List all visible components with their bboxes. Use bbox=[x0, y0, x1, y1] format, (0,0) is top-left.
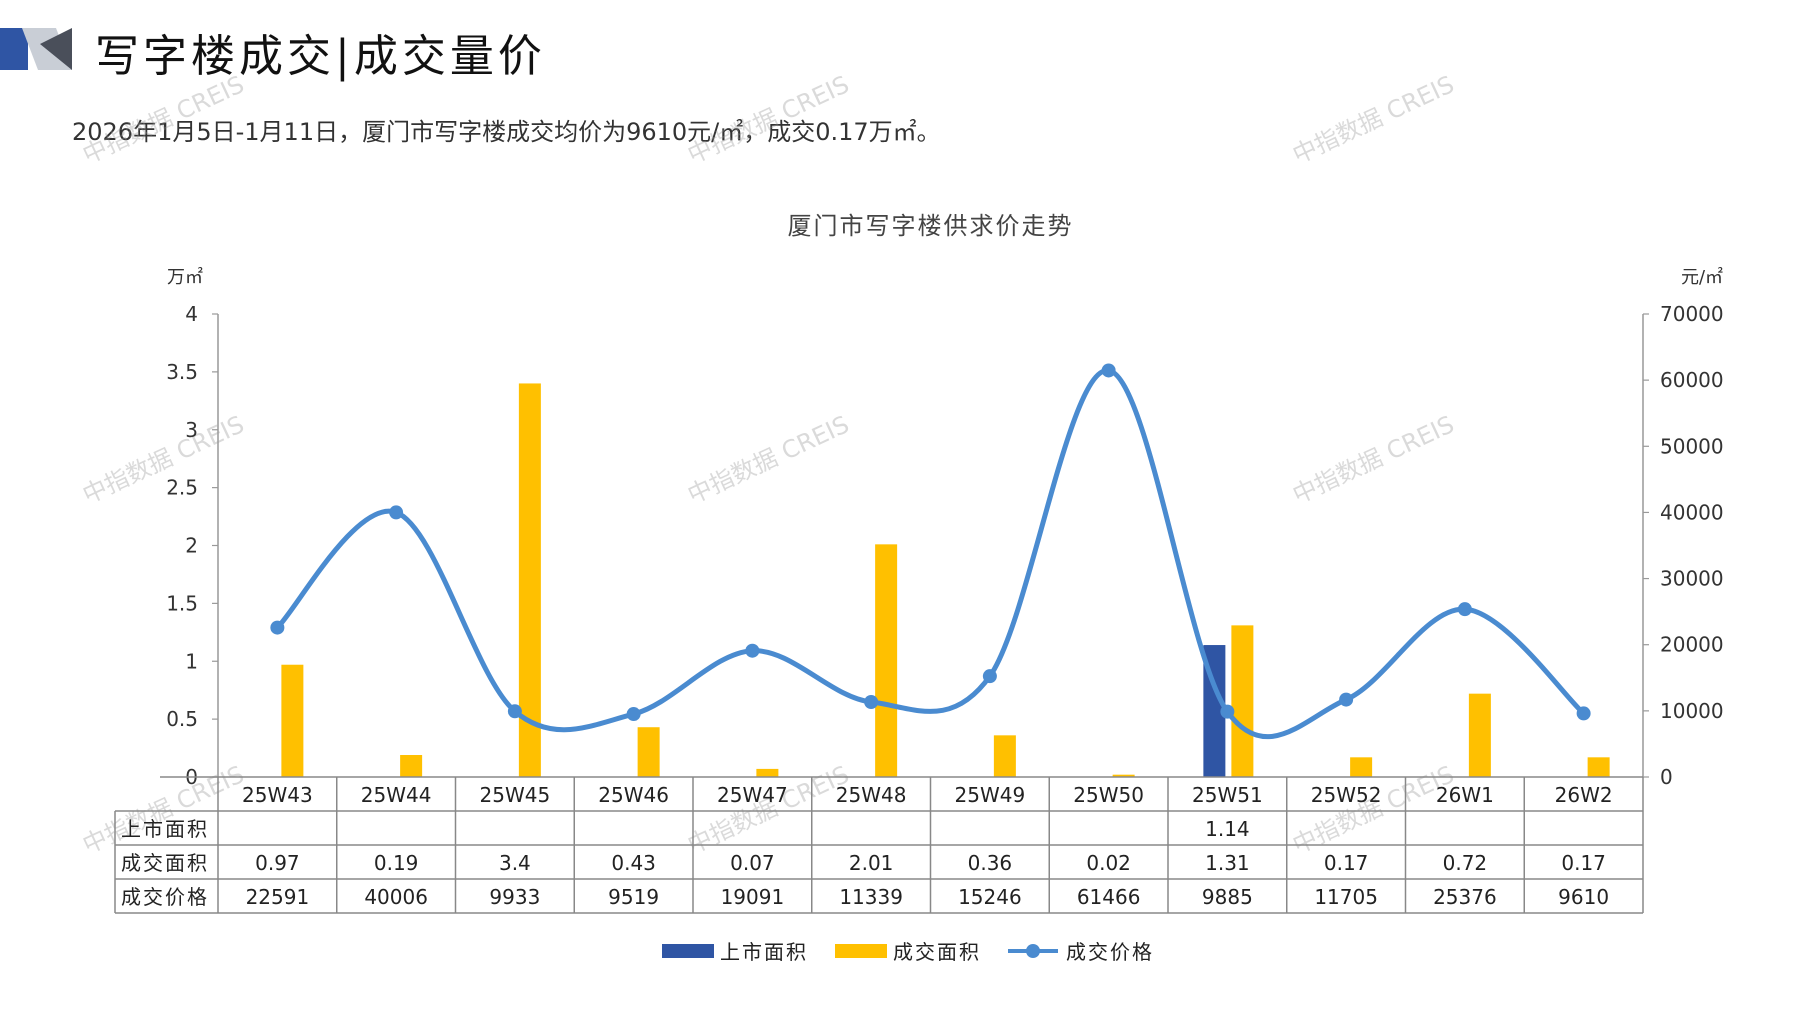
point-price-26W2 bbox=[1576, 706, 1591, 721]
table-cell-value: 0.17 bbox=[1561, 851, 1606, 875]
legend-label-deal: 成交面积 bbox=[893, 940, 981, 964]
table-cell-value: 0.07 bbox=[730, 851, 775, 875]
point-price-25W50 bbox=[1101, 363, 1116, 378]
table-cell-value: 0.36 bbox=[968, 851, 1013, 875]
legend-swatch-supply bbox=[662, 944, 714, 958]
bar-deal-25W43 bbox=[281, 664, 304, 777]
y-left-tick-label: 1.5 bbox=[166, 591, 198, 615]
point-price-25W47 bbox=[745, 643, 760, 658]
line-price bbox=[275, 367, 1586, 740]
table-cell-value: 9610 bbox=[1558, 885, 1609, 909]
y-right-tick-label: 60000 bbox=[1660, 368, 1724, 392]
table-cell-value: 1.31 bbox=[1205, 851, 1250, 875]
point-price-25W52 bbox=[1339, 692, 1354, 707]
table-cell-value: 0.43 bbox=[611, 851, 656, 875]
x-tick-label: 25W51 bbox=[1192, 783, 1263, 807]
bar-deal-25W49 bbox=[993, 735, 1016, 777]
table-cell-value: 61466 bbox=[1077, 885, 1141, 909]
table-cell-value: 3.4 bbox=[499, 851, 531, 875]
bar-deal-25W48 bbox=[875, 544, 898, 777]
table-cell-value: 40006 bbox=[364, 885, 428, 909]
table-cell-value: 0.19 bbox=[374, 851, 419, 875]
legend-marker-price bbox=[1026, 944, 1040, 958]
table-cell-value: 9519 bbox=[608, 885, 659, 909]
table-cell-value: 25376 bbox=[1433, 885, 1497, 909]
table-row-header: 成交价格 bbox=[121, 885, 209, 909]
y-left-tick-label: 0.5 bbox=[166, 707, 198, 731]
legend-label-price: 成交价格 bbox=[1066, 940, 1154, 964]
table-cell-value: 19091 bbox=[721, 885, 785, 909]
point-price-25W44 bbox=[389, 505, 404, 520]
bar-deal-25W52 bbox=[1350, 757, 1373, 777]
y-left-unit: 万㎡ bbox=[167, 266, 203, 288]
point-price-25W43 bbox=[270, 620, 285, 635]
y-right-tick-label: 0 bbox=[1660, 765, 1673, 789]
bar-deal-25W50 bbox=[1112, 774, 1135, 777]
x-tick-label: 25W50 bbox=[1073, 783, 1144, 807]
table-cell-value: 9885 bbox=[1202, 885, 1253, 909]
table-cell-value: 22591 bbox=[246, 885, 310, 909]
bar-deal-26W1 bbox=[1468, 693, 1491, 777]
y-right-tick-label: 10000 bbox=[1660, 699, 1724, 723]
y-left-tick-label: 3.5 bbox=[166, 360, 198, 384]
bar-deal-25W51 bbox=[1231, 625, 1254, 777]
table-cell-value: 11339 bbox=[839, 885, 903, 909]
header-accent-bar bbox=[0, 28, 72, 70]
table-cell-value: 11705 bbox=[1314, 885, 1378, 909]
point-price-26W1 bbox=[1457, 602, 1472, 617]
table-row-header: 上市面积 bbox=[121, 817, 209, 841]
x-tick-label: 25W47 bbox=[717, 783, 788, 807]
table-cell-value: 1.14 bbox=[1205, 817, 1250, 841]
table-row-header: 成交面积 bbox=[121, 851, 209, 875]
y-left-tick-label: 3 bbox=[185, 418, 198, 442]
bar-deal-25W45 bbox=[518, 383, 541, 777]
table-cell-value: 0.17 bbox=[1324, 851, 1369, 875]
bar-deal-25W46 bbox=[637, 727, 660, 777]
legend-swatch-deal bbox=[835, 944, 887, 958]
y-right-tick-label: 70000 bbox=[1660, 302, 1724, 326]
table-cell-value: 0.72 bbox=[1443, 851, 1488, 875]
table-cell-value: 0.02 bbox=[1086, 851, 1131, 875]
y-right-tick-label: 30000 bbox=[1660, 567, 1724, 591]
table-cell-value: 9933 bbox=[489, 885, 540, 909]
x-tick-label: 25W49 bbox=[955, 783, 1026, 807]
y-left-tick-label: 4 bbox=[185, 302, 198, 326]
y-left-tick-label: 2 bbox=[185, 534, 198, 558]
y-left-tick-label: 2.5 bbox=[166, 476, 198, 500]
point-price-25W51 bbox=[1220, 704, 1235, 719]
chart-title: 厦门市写字楼供求价走势 bbox=[788, 212, 1074, 240]
x-tick-label: 25W46 bbox=[598, 783, 669, 807]
point-price-25W45 bbox=[507, 704, 522, 719]
table-cell-value: 15246 bbox=[958, 885, 1022, 909]
x-tick-label: 25W43 bbox=[242, 783, 313, 807]
point-price-25W48 bbox=[864, 695, 879, 710]
x-tick-label: 25W44 bbox=[361, 783, 432, 807]
table-cell-value: 0.97 bbox=[255, 851, 300, 875]
x-tick-label: 25W52 bbox=[1311, 783, 1382, 807]
x-tick-label: 26W1 bbox=[1436, 783, 1494, 807]
bar-deal-25W44 bbox=[400, 755, 423, 777]
x-tick-label: 25W48 bbox=[836, 783, 907, 807]
y-right-tick-label: 50000 bbox=[1660, 434, 1724, 458]
point-price-25W46 bbox=[626, 707, 641, 722]
legend-label-supply: 上市面积 bbox=[720, 940, 808, 964]
x-tick-label: 26W2 bbox=[1555, 783, 1613, 807]
x-tick-label: 25W45 bbox=[480, 783, 551, 807]
summary-text: 2026年1月5日-1月11日，厦门市写字楼成交均价为9610元/㎡，成交0.1… bbox=[72, 118, 941, 146]
page-title: 写字楼成交|成交量价 bbox=[95, 31, 546, 82]
bar-deal-25W47 bbox=[756, 768, 779, 777]
point-price-25W49 bbox=[982, 669, 997, 684]
y-right-tick-label: 20000 bbox=[1660, 633, 1724, 657]
table-cell-value: 2.01 bbox=[849, 851, 894, 875]
y-right-tick-label: 40000 bbox=[1660, 500, 1724, 524]
y-right-unit: 元/㎡ bbox=[1681, 266, 1723, 288]
bar-deal-26W2 bbox=[1587, 757, 1610, 777]
y-left-tick-label: 1 bbox=[185, 649, 198, 673]
